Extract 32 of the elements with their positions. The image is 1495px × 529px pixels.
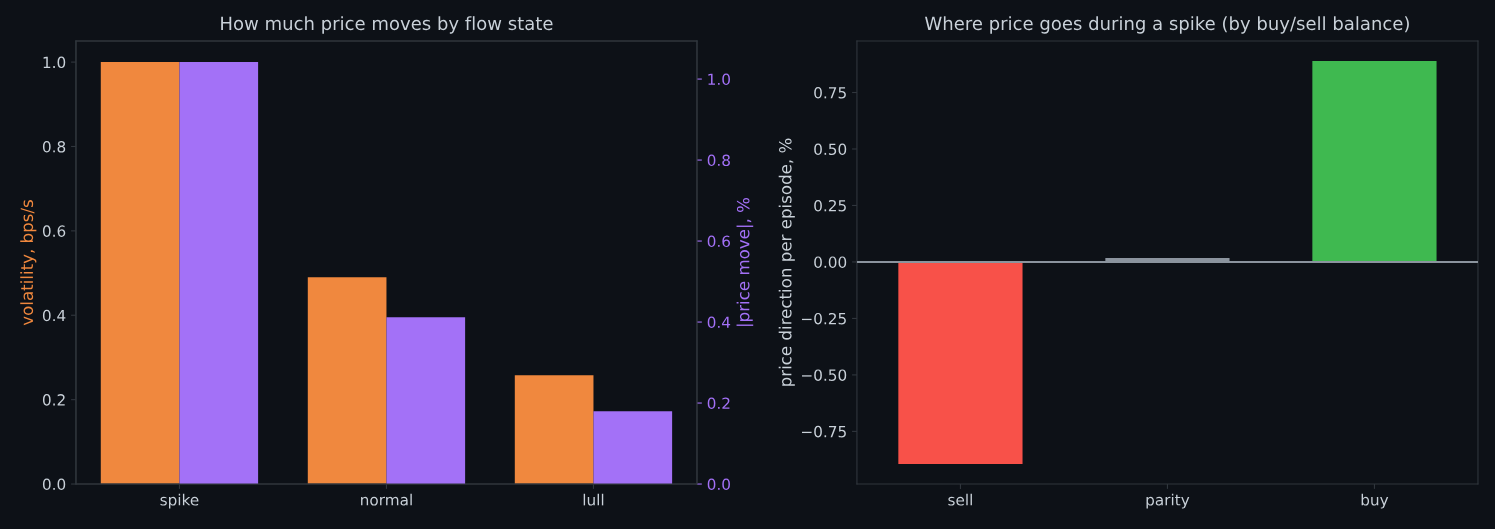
x-tick-label: parity bbox=[1146, 493, 1190, 509]
y-tick-label: 1.0 bbox=[43, 56, 66, 69]
bar bbox=[898, 261, 1023, 464]
y-tick-label: 0.50 bbox=[814, 143, 847, 156]
y2-tick-label: 0.8 bbox=[707, 154, 730, 167]
y2-tick-label: 0.0 bbox=[707, 478, 730, 491]
y2-axis-title: |price move|, % bbox=[736, 197, 754, 326]
x-tick-label: normal bbox=[361, 493, 412, 506]
y-axis-title: volatility, bps/s bbox=[20, 200, 37, 326]
x-tick-label: sell bbox=[948, 493, 972, 506]
y-tick-label: 0.8 bbox=[42, 140, 66, 153]
y-tick-label: 0.25 bbox=[814, 199, 846, 212]
x-tick-label: buy bbox=[1361, 493, 1389, 509]
y-tick-label: 0.00 bbox=[814, 256, 847, 268]
y-tick-label: 0.6 bbox=[42, 225, 66, 237]
bar bbox=[1312, 61, 1437, 262]
y2-tick-label: 1.0 bbox=[708, 73, 730, 86]
y-tick-label: 0.4 bbox=[42, 309, 66, 322]
y2-tick-label: 0.6 bbox=[707, 235, 731, 248]
y2-tick-label: 0.2 bbox=[707, 397, 730, 410]
y-tick-label: 0.2 bbox=[42, 394, 65, 406]
x-tick-label: lull bbox=[583, 493, 604, 506]
y-tick-label: −0.75 bbox=[802, 425, 846, 438]
y-tick-label: 0.75 bbox=[814, 86, 846, 99]
y-tick-label: 0.0 bbox=[42, 478, 66, 491]
chart-title: How much price moves by flow state bbox=[221, 16, 553, 34]
chart-title: Where price goes during a spike (by buy/sell balance) bbox=[925, 16, 1409, 34]
y-tick-label: −0.25 bbox=[802, 312, 846, 325]
y-axis-title: price direction per episode, % bbox=[778, 138, 795, 386]
x-tick-label: spike bbox=[160, 493, 199, 509]
y2-tick-label: 0.4 bbox=[707, 316, 731, 329]
y-tick-label: −0.50 bbox=[802, 369, 847, 381]
